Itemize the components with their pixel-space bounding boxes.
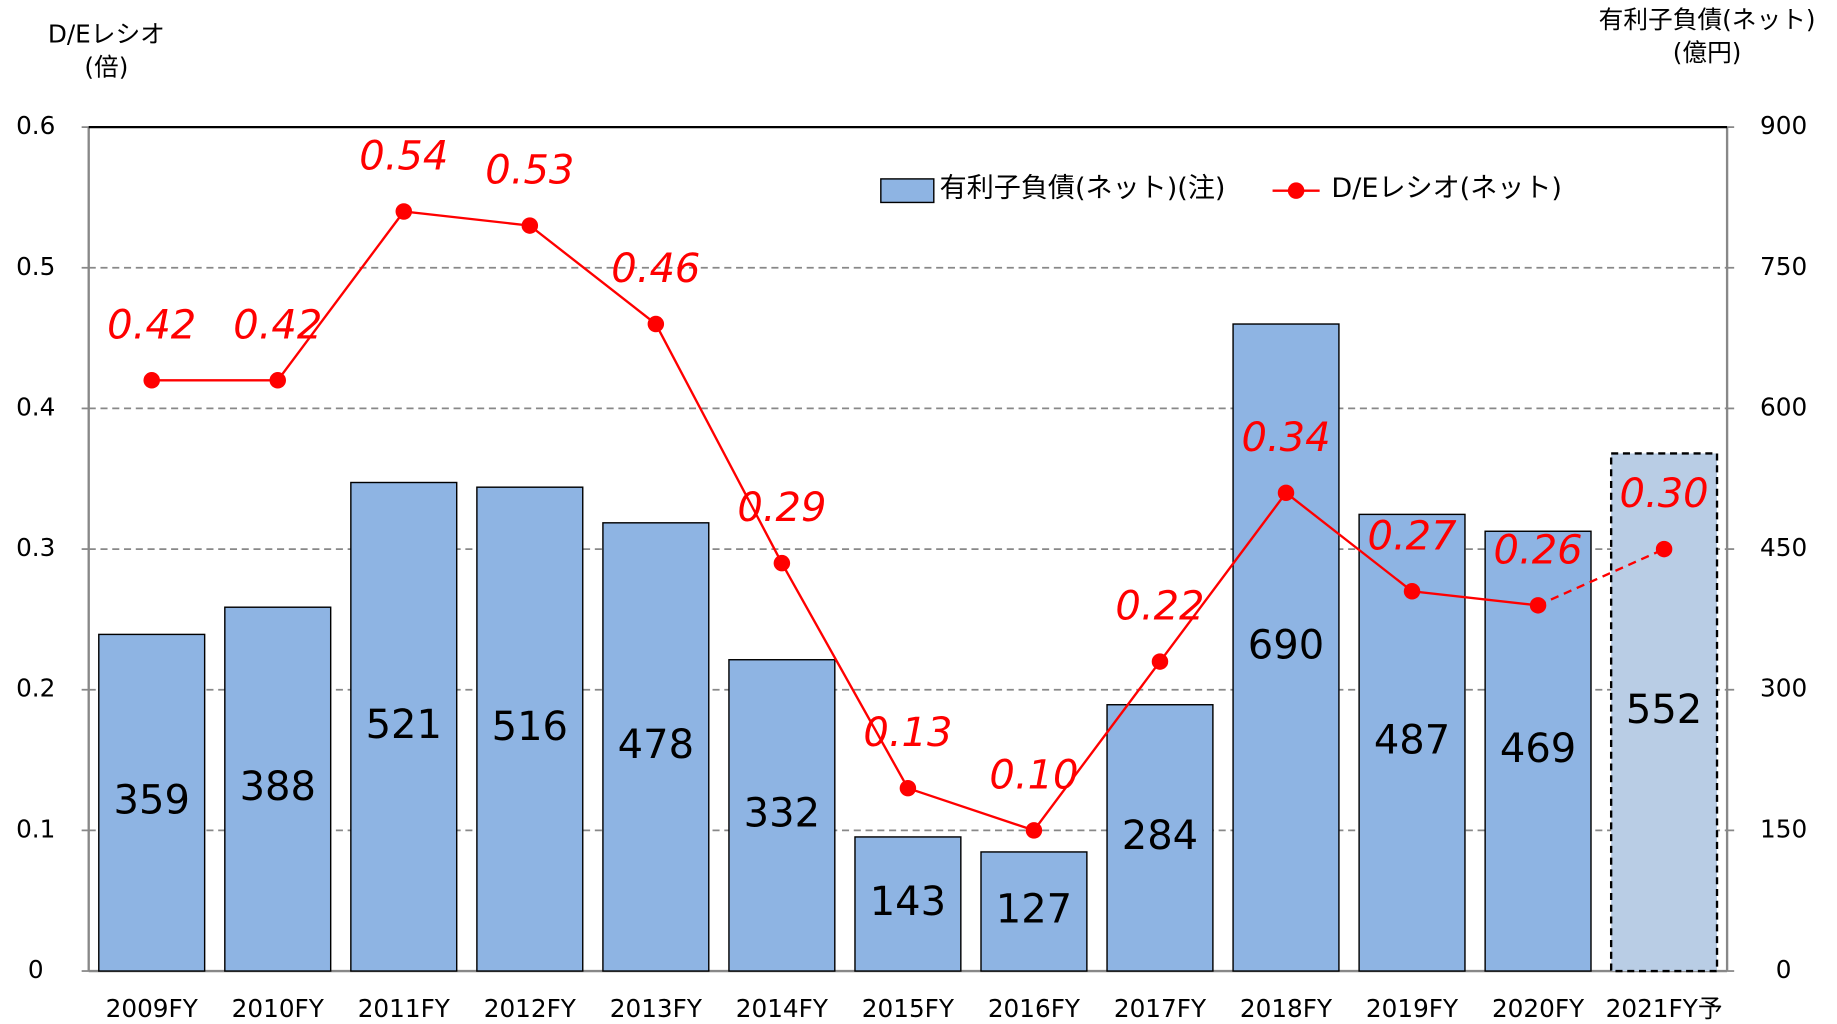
line-point: [1529, 597, 1547, 614]
bar: [980, 851, 1088, 972]
line-label: 0.10: [989, 752, 1078, 798]
legend-label: 有利子負債(ネット)(注): [940, 173, 1226, 204]
x-tick-label: 2015FY: [862, 994, 955, 1023]
y2-tick-label: 300: [1760, 674, 1807, 703]
y-axis-unit: (倍): [84, 52, 128, 81]
y-tick-label: 0: [28, 955, 44, 984]
legend-swatch: [1287, 182, 1305, 199]
y-tick-label: 0.4: [16, 392, 55, 421]
y-tick-label: 0.3: [16, 533, 55, 562]
bar-label: 690: [1248, 623, 1324, 669]
y2-tick-label: 450: [1760, 533, 1807, 562]
bar-label: 469: [1500, 726, 1576, 772]
line-label: 0.54: [359, 134, 448, 180]
bar: [350, 481, 458, 972]
line-point: [1277, 484, 1295, 502]
x-tick-label: 2020FY: [1492, 994, 1585, 1023]
y-axis-title: D/Eレシオ: [48, 19, 165, 48]
bar-label: 143: [870, 879, 946, 925]
bar: [854, 836, 962, 972]
line-label: 0.29: [737, 485, 826, 531]
bar-label: 332: [744, 790, 820, 836]
line-point: [521, 217, 539, 234]
line-label: 0.42: [233, 302, 322, 348]
x-tick-label: 2021FY予: [1606, 994, 1723, 1023]
line-point: [395, 203, 413, 220]
line-label: 0.42: [107, 302, 196, 348]
x-tick-label: 2017FY: [1114, 994, 1207, 1023]
line-point: [143, 372, 160, 389]
y-tick-label: 0.5: [16, 252, 55, 281]
x-tick-label: 2009FY: [106, 994, 199, 1023]
line-point: [1655, 540, 1673, 558]
bar-label: 284: [1122, 813, 1198, 859]
line-label: 0.22: [1115, 584, 1204, 630]
x-tick-label: 2011FY: [358, 994, 451, 1023]
bar: [98, 633, 206, 972]
line-label: 0.27: [1367, 513, 1457, 559]
line-label: 0.26: [1494, 527, 1583, 573]
x-tick-label: 2012FY: [484, 994, 577, 1023]
x-tick-label: 2014FY: [736, 994, 829, 1023]
y2-tick-label: 150: [1760, 814, 1807, 843]
line-point: [1151, 653, 1169, 670]
y-tick-label: 0.6: [16, 111, 55, 140]
bar-label: 552: [1626, 687, 1702, 733]
line-point: [899, 779, 917, 797]
y2-tick-label: 0: [1776, 955, 1792, 984]
bar: [1106, 704, 1214, 972]
x-tick-label: 2018FY: [1240, 994, 1333, 1023]
line-label: 0.46: [611, 246, 700, 292]
line-point: [1403, 583, 1421, 600]
y2-axis-title: 有利子負債(ネット): [1599, 5, 1816, 34]
bar: [728, 659, 836, 972]
bar: [476, 486, 584, 972]
x-tick-label: 2016FY: [988, 994, 1081, 1023]
line-label: 0.13: [863, 710, 952, 756]
line-label: 0.34: [1241, 415, 1330, 461]
y-tick-label: 0.1: [16, 814, 55, 843]
line-point: [647, 315, 665, 333]
bar: [224, 606, 332, 972]
bar-label: 516: [492, 704, 568, 750]
line-label: 0.30: [1620, 471, 1709, 517]
line: [1537, 548, 1665, 607]
x-tick-label: 2019FY: [1366, 994, 1459, 1023]
bar-label: 127: [996, 886, 1072, 932]
line-point: [1025, 822, 1043, 839]
x-tick-label: 2010FY: [232, 994, 325, 1023]
legend-swatch: [880, 178, 935, 204]
bar: [1609, 452, 1719, 973]
bar-label: 487: [1374, 718, 1450, 764]
line: [151, 210, 1539, 832]
line-point: [269, 372, 286, 389]
line-label: 0.53: [485, 148, 574, 194]
y2-tick-label: 600: [1760, 392, 1807, 421]
bar-label: 478: [618, 722, 694, 768]
bar: [1232, 323, 1340, 972]
bar-label: 388: [240, 764, 316, 810]
line-point: [773, 554, 791, 572]
y2-axis-unit: (億円): [1673, 38, 1742, 67]
bar-label: 521: [366, 702, 442, 748]
y2-tick-label: 750: [1760, 252, 1807, 281]
y-tick-label: 0.2: [16, 674, 55, 703]
x-tick-label: 2013FY: [610, 994, 703, 1023]
legend-label: D/Eレシオ(ネット): [1331, 173, 1562, 204]
bar-label: 359: [114, 778, 190, 824]
y2-tick-label: 900: [1760, 111, 1807, 140]
bar: [602, 522, 710, 972]
